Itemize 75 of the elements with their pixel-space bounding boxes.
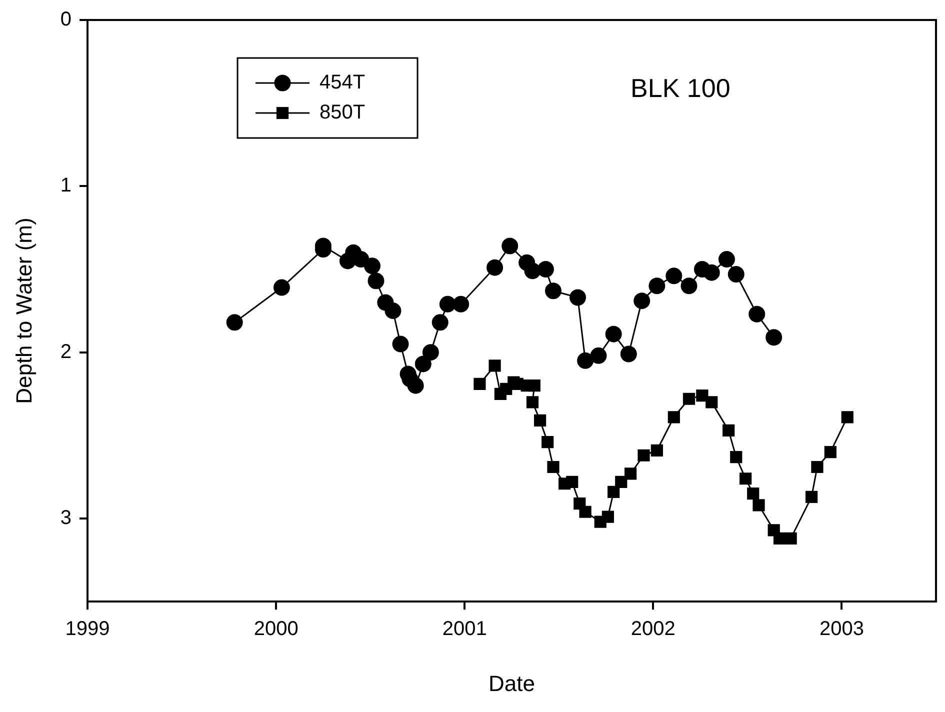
point: [752, 499, 765, 512]
point: [680, 278, 698, 294]
point: [432, 314, 448, 331]
point: [747, 488, 760, 500]
x-tick-label: 2002: [630, 618, 676, 640]
point: [682, 392, 696, 405]
x-tick-label: 2001: [442, 618, 487, 640]
point: [452, 296, 470, 312]
point: [414, 356, 432, 372]
point: [422, 344, 439, 361]
x-tick-label: 2000: [254, 618, 298, 640]
point: [486, 259, 504, 276]
point: [605, 326, 622, 342]
point: [364, 258, 380, 274]
point: [706, 396, 718, 408]
x-axis-title: Date: [488, 670, 536, 696]
point: [579, 506, 592, 518]
point: [624, 468, 637, 480]
point: [542, 436, 554, 448]
point: [766, 329, 782, 346]
point: [526, 396, 539, 408]
y-tick-label: 2: [60, 340, 72, 363]
y-tick-label: 3: [60, 507, 72, 530]
point: [534, 414, 546, 427]
point: [648, 278, 666, 294]
y-tick-label: 0: [60, 8, 72, 31]
legend-label: 454T: [320, 72, 366, 94]
point: [488, 360, 501, 372]
point: [608, 486, 620, 498]
point: [566, 476, 578, 488]
point: [620, 346, 637, 362]
annotation: BLK 100: [630, 73, 730, 104]
point: [638, 449, 650, 462]
point: [718, 251, 735, 268]
point: [730, 450, 742, 464]
x-tick-label: 1999: [65, 618, 110, 640]
y-axis-title: Depth to Water (m): [11, 218, 36, 404]
point: [273, 279, 290, 296]
point: [528, 380, 540, 392]
point: [740, 472, 752, 485]
point: [570, 289, 586, 306]
point: [824, 446, 836, 458]
point: [748, 306, 766, 322]
point: [841, 411, 854, 424]
point: [524, 262, 541, 280]
point: [773, 532, 786, 545]
x-tick-label: 2003: [819, 618, 864, 640]
point: [650, 444, 663, 456]
point: [544, 282, 562, 300]
point: [547, 460, 560, 474]
point: [537, 261, 554, 278]
point: [590, 347, 607, 364]
point: [811, 460, 824, 474]
legend-label: 850T: [320, 102, 366, 124]
point: [577, 352, 594, 369]
point: [634, 292, 650, 310]
point: [784, 532, 797, 545]
point: [392, 336, 409, 352]
y-tick-label: 1: [60, 174, 72, 197]
point: [696, 389, 708, 402]
point: [728, 266, 744, 282]
point: [226, 314, 243, 331]
point: [439, 296, 456, 312]
point: [502, 238, 518, 254]
point: [474, 378, 486, 390]
point: [368, 272, 384, 290]
point: [666, 268, 682, 284]
point: [722, 424, 735, 436]
point: [384, 302, 402, 320]
point: [668, 411, 680, 424]
point: [703, 264, 720, 281]
point: [806, 490, 818, 503]
point: [615, 476, 628, 488]
point: [602, 510, 614, 523]
point: [407, 377, 424, 394]
